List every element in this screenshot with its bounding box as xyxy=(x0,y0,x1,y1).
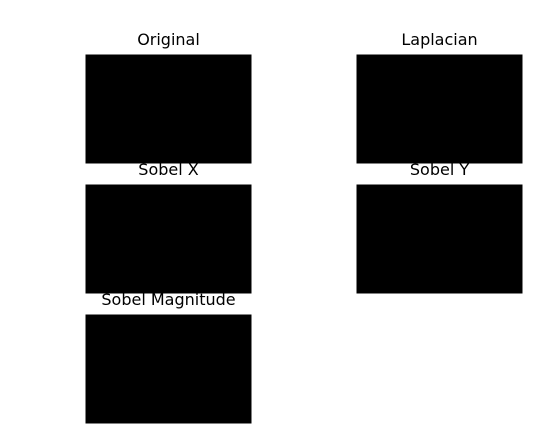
image-panel: Sobel X xyxy=(85,160,252,294)
image-panel: Laplacian xyxy=(356,30,523,164)
image-label: Daun pepaya xyxy=(180,82,207,87)
panel-title: Sobel Y xyxy=(410,160,469,179)
panels: Original Daun singkong Daun pepaya Daun pep… xyxy=(85,30,523,424)
image-panel: Original Daun singkong Daun pepaya Daun pep… xyxy=(85,30,252,164)
image-label: Daun singkong xyxy=(88,93,118,98)
panel-title: Sobel X xyxy=(138,160,198,179)
panel-title: Sobel Magnitude xyxy=(101,290,235,309)
panel-image xyxy=(357,55,522,163)
image-content xyxy=(86,185,251,293)
panel-frame xyxy=(85,184,252,294)
panel-image xyxy=(86,315,251,423)
image-panel: Sobel Y xyxy=(356,160,523,294)
image-content xyxy=(357,55,522,163)
panel-title: Original xyxy=(137,30,200,49)
panel-frame xyxy=(356,184,523,294)
panel-image xyxy=(357,185,522,293)
image-content xyxy=(86,55,251,163)
image-panel: Sobel Magnitude xyxy=(85,290,252,424)
panel-image xyxy=(86,185,251,293)
image-label: Daun pepaya je xyxy=(217,115,249,120)
image-content xyxy=(86,315,251,423)
image-content xyxy=(357,185,522,293)
panel-frame xyxy=(356,54,523,164)
panel-frame xyxy=(85,314,252,424)
panel-image: Daun singkong Daun pepaya Daun pepaya je xyxy=(86,55,251,163)
panel-title: Laplacian xyxy=(401,30,477,49)
panel-frame xyxy=(85,54,252,164)
